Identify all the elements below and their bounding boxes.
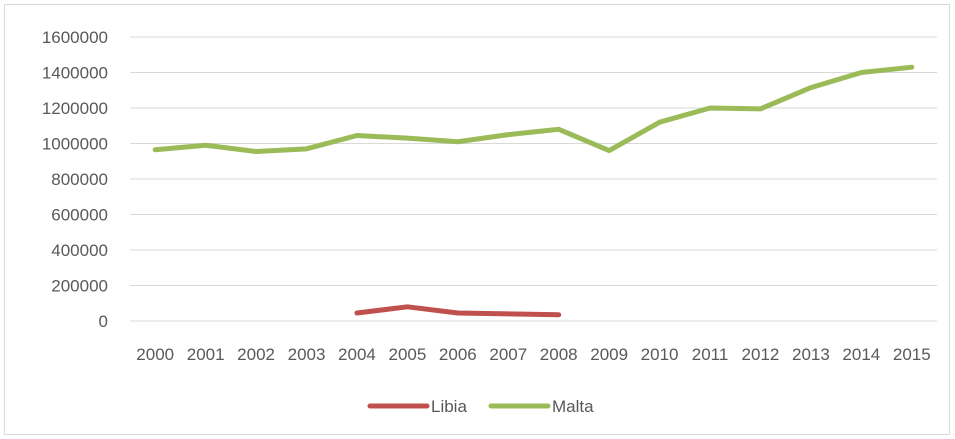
x-tick-label: 2010 [641, 345, 679, 364]
x-tick-label: 2004 [338, 345, 376, 364]
x-tick-label: 2006 [439, 345, 477, 364]
series-line-malta [152, 64, 915, 154]
x-tick-label: 2005 [388, 345, 426, 364]
x-tick-label: 2013 [792, 345, 830, 364]
x-tick-label: 2001 [187, 345, 225, 364]
plot-series [152, 64, 915, 318]
series-line-libia [354, 304, 562, 318]
x-tick-label: 2015 [893, 345, 931, 364]
x-tick-label: 2007 [489, 345, 527, 364]
x-tick-label: 2008 [540, 345, 578, 364]
y-tick-label: 800000 [51, 170, 108, 189]
legend-label-malta: Malta [552, 397, 594, 416]
y-tick-label: 400000 [51, 241, 108, 260]
y-tick-label: 200000 [51, 277, 108, 296]
y-tick-label: 1200000 [42, 99, 108, 118]
legend: Libia Malta [367, 397, 594, 416]
y-tick-label: 1400000 [42, 64, 108, 83]
x-tick-label: 2011 [692, 345, 729, 364]
y-axis-labels: 0 200000 400000 600000 800000 1000000 1200000 1… [42, 28, 108, 331]
x-tick-label: 2002 [237, 345, 275, 364]
y-tick-label: 1000000 [42, 135, 108, 154]
chart-area [4, 4, 950, 435]
x-axis-labels: 2000 2001 2002 2003 2004 2005 2006 2007 2008 2009… [136, 345, 930, 364]
gridlines [130, 36, 937, 322]
y-tick-label: 1600000 [42, 28, 108, 47]
x-tick-label: 2012 [742, 345, 780, 364]
x-tick-label: 2009 [590, 345, 628, 364]
y-tick-label: 0 [99, 312, 108, 331]
x-tick-label: 2014 [842, 345, 880, 364]
x-tick-label: 2003 [288, 345, 326, 364]
x-tick-label: 2000 [136, 345, 174, 364]
legend-label-libia: Libia [431, 397, 467, 416]
y-tick-label: 600000 [51, 206, 108, 225]
